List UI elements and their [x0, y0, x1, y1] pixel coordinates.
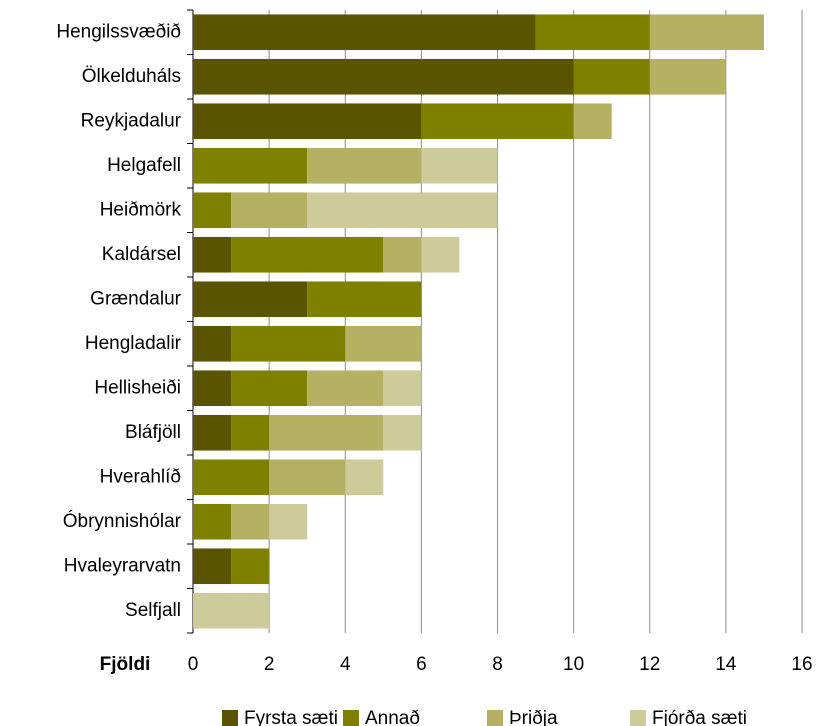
bar-segment: [231, 503, 270, 540]
y-tick-label: Reykjadalur: [81, 110, 182, 131]
bar-segment: [231, 325, 346, 362]
x-tick-label: 4: [340, 654, 351, 675]
x-tick-label: 8: [492, 654, 503, 675]
y-tick-label: Bláfjöll: [125, 422, 181, 443]
x-tick-label: 16: [791, 654, 812, 675]
bar-segment: [307, 370, 384, 407]
bar-segment: [383, 236, 422, 273]
x-tick-label: 2: [264, 654, 275, 675]
bar-segment: [231, 548, 270, 585]
bar-segment: [193, 103, 422, 140]
bar-segment: [269, 414, 384, 451]
bar-segment: [421, 103, 574, 140]
bar-segment: [193, 414, 232, 451]
bar-segment: [193, 236, 232, 273]
y-tick-label: Heiðmörk: [100, 199, 182, 220]
y-tick-label: Hverahlíð: [100, 466, 181, 487]
bar-segment: [193, 192, 232, 229]
bar-segment: [269, 503, 308, 540]
legend-swatch: [630, 710, 646, 726]
bar-segment: [193, 503, 232, 540]
x-axis-label: Fjöldi: [100, 654, 151, 675]
y-tick-label: Ölkelduháls: [82, 66, 181, 87]
y-tick-label: Kaldársel: [102, 244, 181, 265]
bar-segment: [573, 58, 650, 95]
bar-segment: [193, 281, 308, 318]
legend-label: Fjórða sæti: [652, 708, 747, 726]
bar-segment: [421, 236, 460, 273]
legend-swatch: [487, 710, 503, 726]
legend-swatch: [343, 710, 359, 726]
bar-segment: [231, 192, 308, 229]
bar-segment: [193, 58, 574, 95]
y-tick-label: Selfjall: [125, 600, 181, 621]
legend-label: Annað: [365, 708, 420, 726]
bar-segment: [345, 325, 422, 362]
bar-segment: [307, 147, 422, 184]
bar-segment: [649, 58, 726, 95]
y-tick-label: Hengilssvæðið: [56, 21, 181, 42]
bar-segment: [231, 370, 308, 407]
bar-segment: [269, 459, 346, 496]
bar-segment: [383, 370, 422, 407]
y-tick-label: Hengladalir: [85, 333, 182, 354]
y-tick-label: Helgafell: [107, 155, 181, 176]
bar-segment: [193, 147, 308, 184]
bar-segment: [649, 14, 764, 51]
bar-segment: [383, 414, 422, 451]
legend-label: Þriðja: [509, 708, 558, 726]
y-tick-label: Óbrynnishólar: [63, 510, 182, 532]
bar-segment: [231, 236, 384, 273]
y-tick-label: Grændalur: [90, 288, 181, 309]
x-tick-label: 12: [639, 654, 660, 675]
legend-swatch: [222, 710, 238, 726]
bar-segment: [535, 14, 650, 51]
bar-segment: [345, 459, 384, 496]
bar-segment: [573, 103, 612, 140]
y-tick-label: Hvaleyrarvatn: [64, 555, 181, 576]
x-tick-label: 6: [416, 654, 427, 675]
bar-segment: [307, 281, 422, 318]
bar-segment: [193, 14, 536, 51]
bar-segment: [193, 459, 270, 496]
x-tick-label: 10: [563, 654, 584, 675]
bar-segment: [193, 370, 232, 407]
bar-segment: [193, 592, 270, 629]
bar-segment: [421, 147, 498, 184]
bar-segment: [193, 548, 232, 585]
x-tick-label: 0: [188, 654, 199, 675]
y-tick-label: Hellisheiði: [94, 377, 181, 398]
bar-segment: [193, 325, 232, 362]
bar-segment: [307, 192, 498, 229]
bar-segment: [231, 414, 270, 451]
x-tick-label: 14: [715, 654, 737, 675]
legend-label: Fyrsta sæti: [244, 708, 338, 726]
